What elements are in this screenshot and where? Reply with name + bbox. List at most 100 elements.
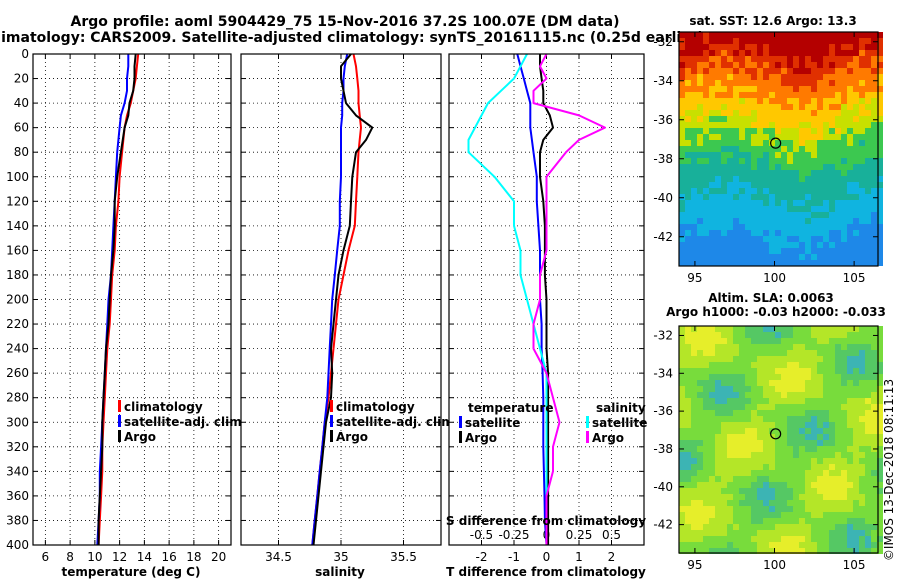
sst_map-cell: [865, 230, 871, 236]
sst_map-cell: [781, 170, 787, 176]
sla_map-cell: [859, 482, 865, 488]
sst_map-cell: [691, 38, 697, 44]
sla_map-cell: [799, 530, 805, 536]
sst_map-cell: [793, 242, 799, 248]
sst_map-cell: [877, 230, 883, 236]
sla_map-cell: [829, 410, 835, 416]
sla_map-cell: [757, 332, 763, 338]
sst_map-cell: [685, 230, 691, 236]
sla_map-cell: [871, 410, 877, 416]
sla_map-cell: [865, 512, 871, 518]
sla_map-cell: [799, 398, 805, 404]
sst_map-cell: [793, 140, 799, 146]
sst_map-cell: [859, 230, 865, 236]
sst_map-cell: [841, 194, 847, 200]
sla_map-cell: [787, 476, 793, 482]
sst_map-cell: [721, 38, 727, 44]
sla_map-cell: [871, 524, 877, 530]
sst_map-cell: [721, 98, 727, 104]
sla_map-cell: [793, 464, 799, 470]
sst_map-cell: [781, 260, 787, 266]
sla_map-cell: [775, 512, 781, 518]
sst_map-cell: [793, 104, 799, 110]
sla_map-cell: [847, 428, 853, 434]
sla_map-cell: [709, 356, 715, 362]
sst_map-cell: [727, 134, 733, 140]
sla_map-cell: [769, 404, 775, 410]
sst-map-panel: 95 100 105-32-34-36-38-40-42: [653, 31, 883, 285]
sla_map-cell: [721, 476, 727, 482]
sst_map-cell: [715, 164, 721, 170]
sst_map-cell: [877, 242, 883, 248]
sst_map-cell: [703, 158, 709, 164]
sla_map-cell: [769, 464, 775, 470]
sla_map-cell: [811, 494, 817, 500]
sla_map-cell: [679, 362, 685, 368]
sla_map-cell: [751, 380, 757, 386]
sla_map-cell: [715, 332, 721, 338]
sst_map-cell: [679, 62, 685, 68]
sla_map-cell: [733, 374, 739, 380]
sst_map-cell: [745, 206, 751, 212]
sla_map-cell: [709, 524, 715, 530]
sst_map-cell: [829, 200, 835, 206]
sst_map-cell: [877, 218, 883, 224]
sla_map-cell: [859, 332, 865, 338]
sla_map-cell: [781, 488, 787, 494]
sst_map-cell: [751, 254, 757, 260]
sla_map-cell: [751, 524, 757, 530]
sst_map-cell: [781, 164, 787, 170]
difference-series-s-satellite: [467, 53, 548, 545]
sst_map-cell: [781, 74, 787, 80]
sst_map-cell: [835, 242, 841, 248]
sla_map-cell: [805, 326, 811, 332]
sst-map-title: sat. SST: 12.6 Argo: 13.3: [689, 14, 856, 28]
sla_map-cell: [823, 500, 829, 506]
sla_map-cell: [691, 488, 697, 494]
sst_map-cell: [799, 230, 805, 236]
sst_map-cell: [871, 38, 877, 44]
sla_map-cell: [757, 518, 763, 524]
sla_map-cell: [709, 410, 715, 416]
sst_map-cell: [865, 32, 871, 38]
sst_map-cell: [775, 62, 781, 68]
sst_map-cell: [781, 188, 787, 194]
sst_map-cell: [859, 182, 865, 188]
sst_map-cell: [841, 236, 847, 242]
sla_map-cell: [859, 338, 865, 344]
sst_map-cell: [835, 80, 841, 86]
sst_map-cell: [823, 92, 829, 98]
sla_map-cell: [763, 362, 769, 368]
sla_map-cell: [751, 464, 757, 470]
sst_map-cell: [769, 44, 775, 50]
sst_map-cell: [871, 260, 877, 266]
sst_map-cell: [853, 260, 859, 266]
sst_map-cell: [739, 170, 745, 176]
sst_map-cell: [775, 200, 781, 206]
sla_map-cell: [739, 362, 745, 368]
sla_map-cell: [715, 548, 721, 554]
sst_map-cell: [757, 146, 763, 152]
sla_map-cell: [763, 452, 769, 458]
sst_map-cell: [853, 218, 859, 224]
depth-tick-label: 360: [6, 489, 29, 503]
sla_map-cell: [853, 392, 859, 398]
sla_map-cell: [745, 536, 751, 542]
sla_map-cell: [817, 452, 823, 458]
sst_map-cell: [751, 200, 757, 206]
sst_map-cell: [829, 110, 835, 116]
sst_map-cell: [751, 32, 757, 38]
sst_map-cell: [691, 92, 697, 98]
sst_map-cell: [805, 182, 811, 188]
sst_map-cell: [859, 80, 865, 86]
sst_map-cell: [679, 170, 685, 176]
sst_map-cell: [769, 224, 775, 230]
sla_map-cell: [691, 440, 697, 446]
sla_map-cell: [835, 500, 841, 506]
sst_map-cell: [799, 56, 805, 62]
sla_map-cell: [715, 500, 721, 506]
sst_map-cell: [739, 110, 745, 116]
sla_map-cell: [853, 428, 859, 434]
sst_map-cell: [799, 86, 805, 92]
sst_map-cell: [709, 92, 715, 98]
